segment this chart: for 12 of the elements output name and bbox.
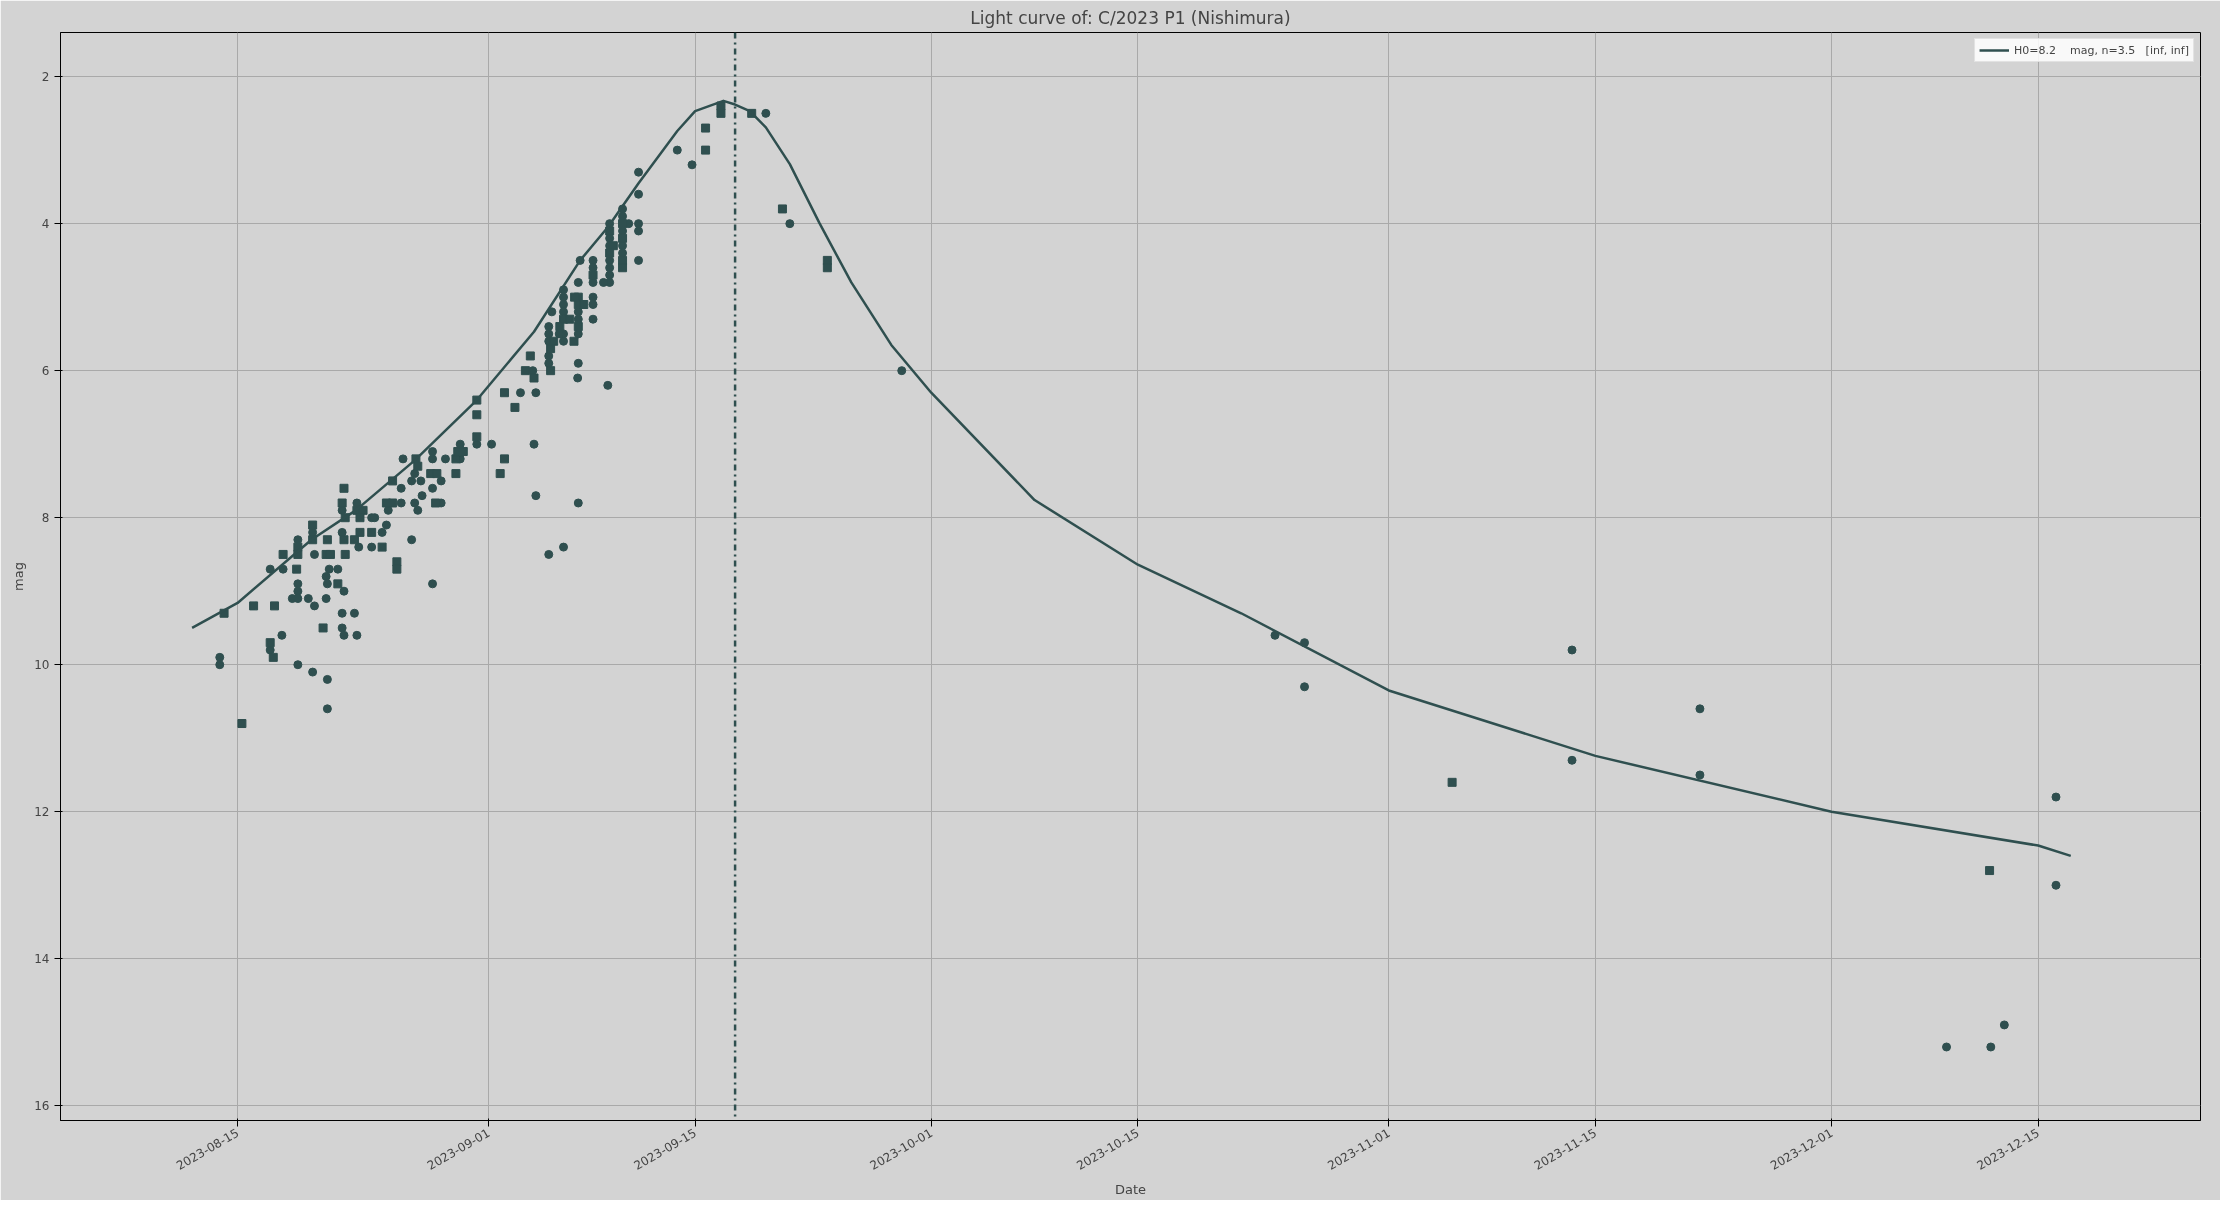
legend-label: H0=8.2 mag, n=3.5 [inf, inf] bbox=[2014, 43, 2189, 57]
y-tick-label: 4 bbox=[41, 217, 50, 232]
y-tick-label: 6 bbox=[41, 364, 50, 379]
y-axis-title: mag bbox=[11, 562, 27, 591]
y-tick-label: 8 bbox=[41, 511, 50, 526]
y-tick-label: 12 bbox=[34, 805, 50, 820]
y-tick-label: 14 bbox=[34, 952, 50, 967]
y-tick-label: 10 bbox=[34, 658, 50, 673]
x-axis-title: Date bbox=[1114, 1182, 1147, 1198]
y-tick-label: 2 bbox=[41, 70, 50, 85]
chart-title: Light curve of: C/2023 P1 (Nishimura) bbox=[970, 7, 1291, 28]
y-tick-label: 16 bbox=[34, 1099, 50, 1114]
